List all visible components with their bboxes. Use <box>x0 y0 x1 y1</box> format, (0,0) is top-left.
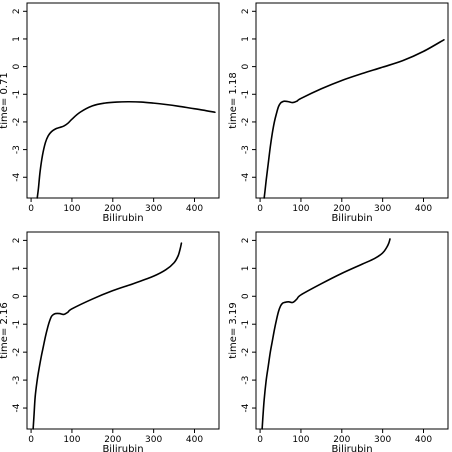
series-line <box>263 38 445 199</box>
x-tick-label: 0 <box>257 435 263 445</box>
series-line <box>36 100 216 199</box>
chart-panel-3: 0 100 200 300 400 -4 -3 -2 -1 0 1 2 Bilirubin time= 2… <box>0 231 220 452</box>
y-tick-label: -4 <box>12 403 22 412</box>
x-tick-label: 0 <box>28 204 34 214</box>
y-tick-label: -3 <box>12 145 22 154</box>
y-tick-label: 2 <box>241 8 251 14</box>
y-tick-label: -1 <box>12 320 22 329</box>
x-tick-label: 400 <box>415 435 432 445</box>
x-tick-label: 200 <box>104 435 121 445</box>
y-tick-label: -4 <box>12 172 22 181</box>
y-tick-label: -2 <box>12 348 22 357</box>
x-tick-label: 100 <box>292 204 309 214</box>
x-axis-label: Bilirubin <box>102 213 143 224</box>
x-tick-label: 300 <box>374 204 391 214</box>
y-tick-label: -1 <box>241 320 251 329</box>
y-tick-label: 1 <box>12 265 22 271</box>
y-tick-label: -2 <box>241 348 251 357</box>
x-tick-label: 300 <box>374 435 391 445</box>
y-tick-label: 0 <box>241 293 251 299</box>
plot-frame <box>255 231 449 430</box>
y-axis-label: time= 3.19 <box>228 302 239 358</box>
y-tick-label: -1 <box>12 90 22 99</box>
y-tick-label: 1 <box>241 36 251 42</box>
y-tick-label: -1 <box>241 90 251 99</box>
x-axis-label: Bilirubin <box>102 444 143 452</box>
y-tick-label: 0 <box>12 293 22 299</box>
y-tick-label: 2 <box>241 238 251 244</box>
x-tick-label: 200 <box>333 435 350 445</box>
y-tick-label: -4 <box>241 403 251 412</box>
chart-panel-4: 0 100 200 300 400 -4 -3 -2 -1 0 1 2 Bilirubin time= 3… <box>228 231 449 452</box>
plot-frame <box>26 231 220 430</box>
y-axis-label: time= 2.16 <box>0 302 10 358</box>
x-tick-label: 300 <box>145 204 162 214</box>
series-line <box>261 238 391 430</box>
x-tick-label: 200 <box>104 204 121 214</box>
x-tick-label: 100 <box>63 204 80 214</box>
x-tick-label: 0 <box>257 204 263 214</box>
x-axis-label: Bilirubin <box>331 444 372 452</box>
chart-panel-2: 0 100 200 300 400 -4 -3 -2 -1 0 1 2 Bilirubin time= 1… <box>228 2 449 224</box>
series-line <box>32 242 183 430</box>
x-tick-label: 100 <box>292 435 309 445</box>
x-tick-label: 300 <box>145 435 162 445</box>
y-tick-label: -3 <box>241 145 251 154</box>
y-tick-label: 1 <box>12 36 22 42</box>
y-tick-label: -3 <box>12 376 22 385</box>
y-tick-label: 0 <box>12 63 22 69</box>
y-tick-label: -2 <box>241 117 251 126</box>
chart-panel-1: 0 100 200 300 400 -4 -3 -2 -1 0 1 2 Bilirubin time= 0… <box>0 2 220 224</box>
y-tick-label: 1 <box>241 265 251 271</box>
y-axis-label: time= 1.18 <box>228 72 239 128</box>
plot-frame <box>26 2 220 199</box>
y-tick-label: 0 <box>241 63 251 69</box>
y-axis-label: time= 0.71 <box>0 72 10 128</box>
x-axis-label: Bilirubin <box>331 213 372 224</box>
y-tick-label: 2 <box>12 238 22 244</box>
x-tick-label: 400 <box>186 435 203 445</box>
x-tick-label: 400 <box>186 204 203 214</box>
x-tick-label: 0 <box>28 435 34 445</box>
plot-frame <box>255 2 449 199</box>
y-tick-label: -3 <box>241 376 251 385</box>
y-tick-label: 2 <box>12 8 22 14</box>
x-tick-label: 100 <box>63 435 80 445</box>
y-tick-label: -4 <box>241 172 251 181</box>
y-tick-label: -2 <box>12 117 22 126</box>
x-tick-label: 200 <box>333 204 350 214</box>
x-tick-label: 400 <box>415 204 432 214</box>
